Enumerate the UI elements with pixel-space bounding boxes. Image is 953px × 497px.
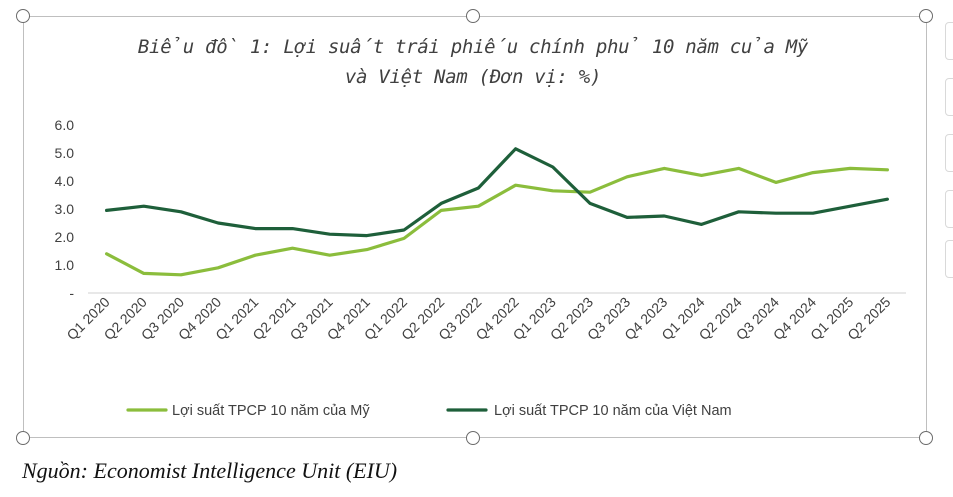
y-tick-label: - [69, 285, 74, 301]
chart-filters-button[interactable] [945, 134, 953, 172]
series-lines [104, 147, 890, 277]
y-tick-label: 6.0 [55, 117, 75, 133]
series-line-us [104, 166, 890, 277]
chart-side-button-4[interactable] [945, 190, 953, 228]
y-axis-tick-labels: - 1.0 2.0 3.0 4.0 5.0 6.0 [55, 117, 75, 301]
chart-title-line-1: Biểu đồ 1: Lợi suất trái phiếu chính phủ… [138, 36, 809, 58]
legend-label-us: Lợi suất TPCP 10 năm của Mỹ [172, 403, 370, 419]
chart-styles-button[interactable] [945, 78, 953, 116]
resize-handle-top-left[interactable] [16, 9, 30, 23]
y-tick-label: 3.0 [55, 201, 75, 217]
chart-elements-button[interactable] [945, 22, 953, 60]
line-chart: Biểu đồ 1: Lợi suất trái phiếu chính phủ… [55, 36, 906, 419]
resize-handle-bottom-right[interactable] [919, 431, 933, 445]
y-tick-label: 4.0 [55, 173, 75, 189]
y-tick-label: 5.0 [55, 145, 75, 161]
resize-handle-bottom-left[interactable] [16, 431, 30, 445]
series-line-vietnam [104, 147, 890, 238]
resize-handle-top-right[interactable] [919, 9, 933, 23]
y-tick-label: 1.0 [55, 257, 75, 273]
resize-handle-top-center[interactable] [466, 9, 480, 23]
source-caption: Nguồn: Economist Intelligence Unit (EIU) [22, 458, 398, 483]
resize-handle-bottom-center[interactable] [466, 431, 480, 445]
y-tick-label: 2.0 [55, 229, 75, 245]
chart-side-button-5[interactable] [945, 240, 953, 278]
legend: Lợi suất TPCP 10 năm của Mỹ Lợi suất TPCP… [126, 403, 732, 419]
chart-title-line-2: và Việt Nam (Đơn vị: %) [345, 66, 601, 88]
legend-label-vietnam: Lợi suất TPCP 10 năm của Việt Nam [494, 403, 732, 419]
chart-frame[interactable] [23, 16, 927, 438]
